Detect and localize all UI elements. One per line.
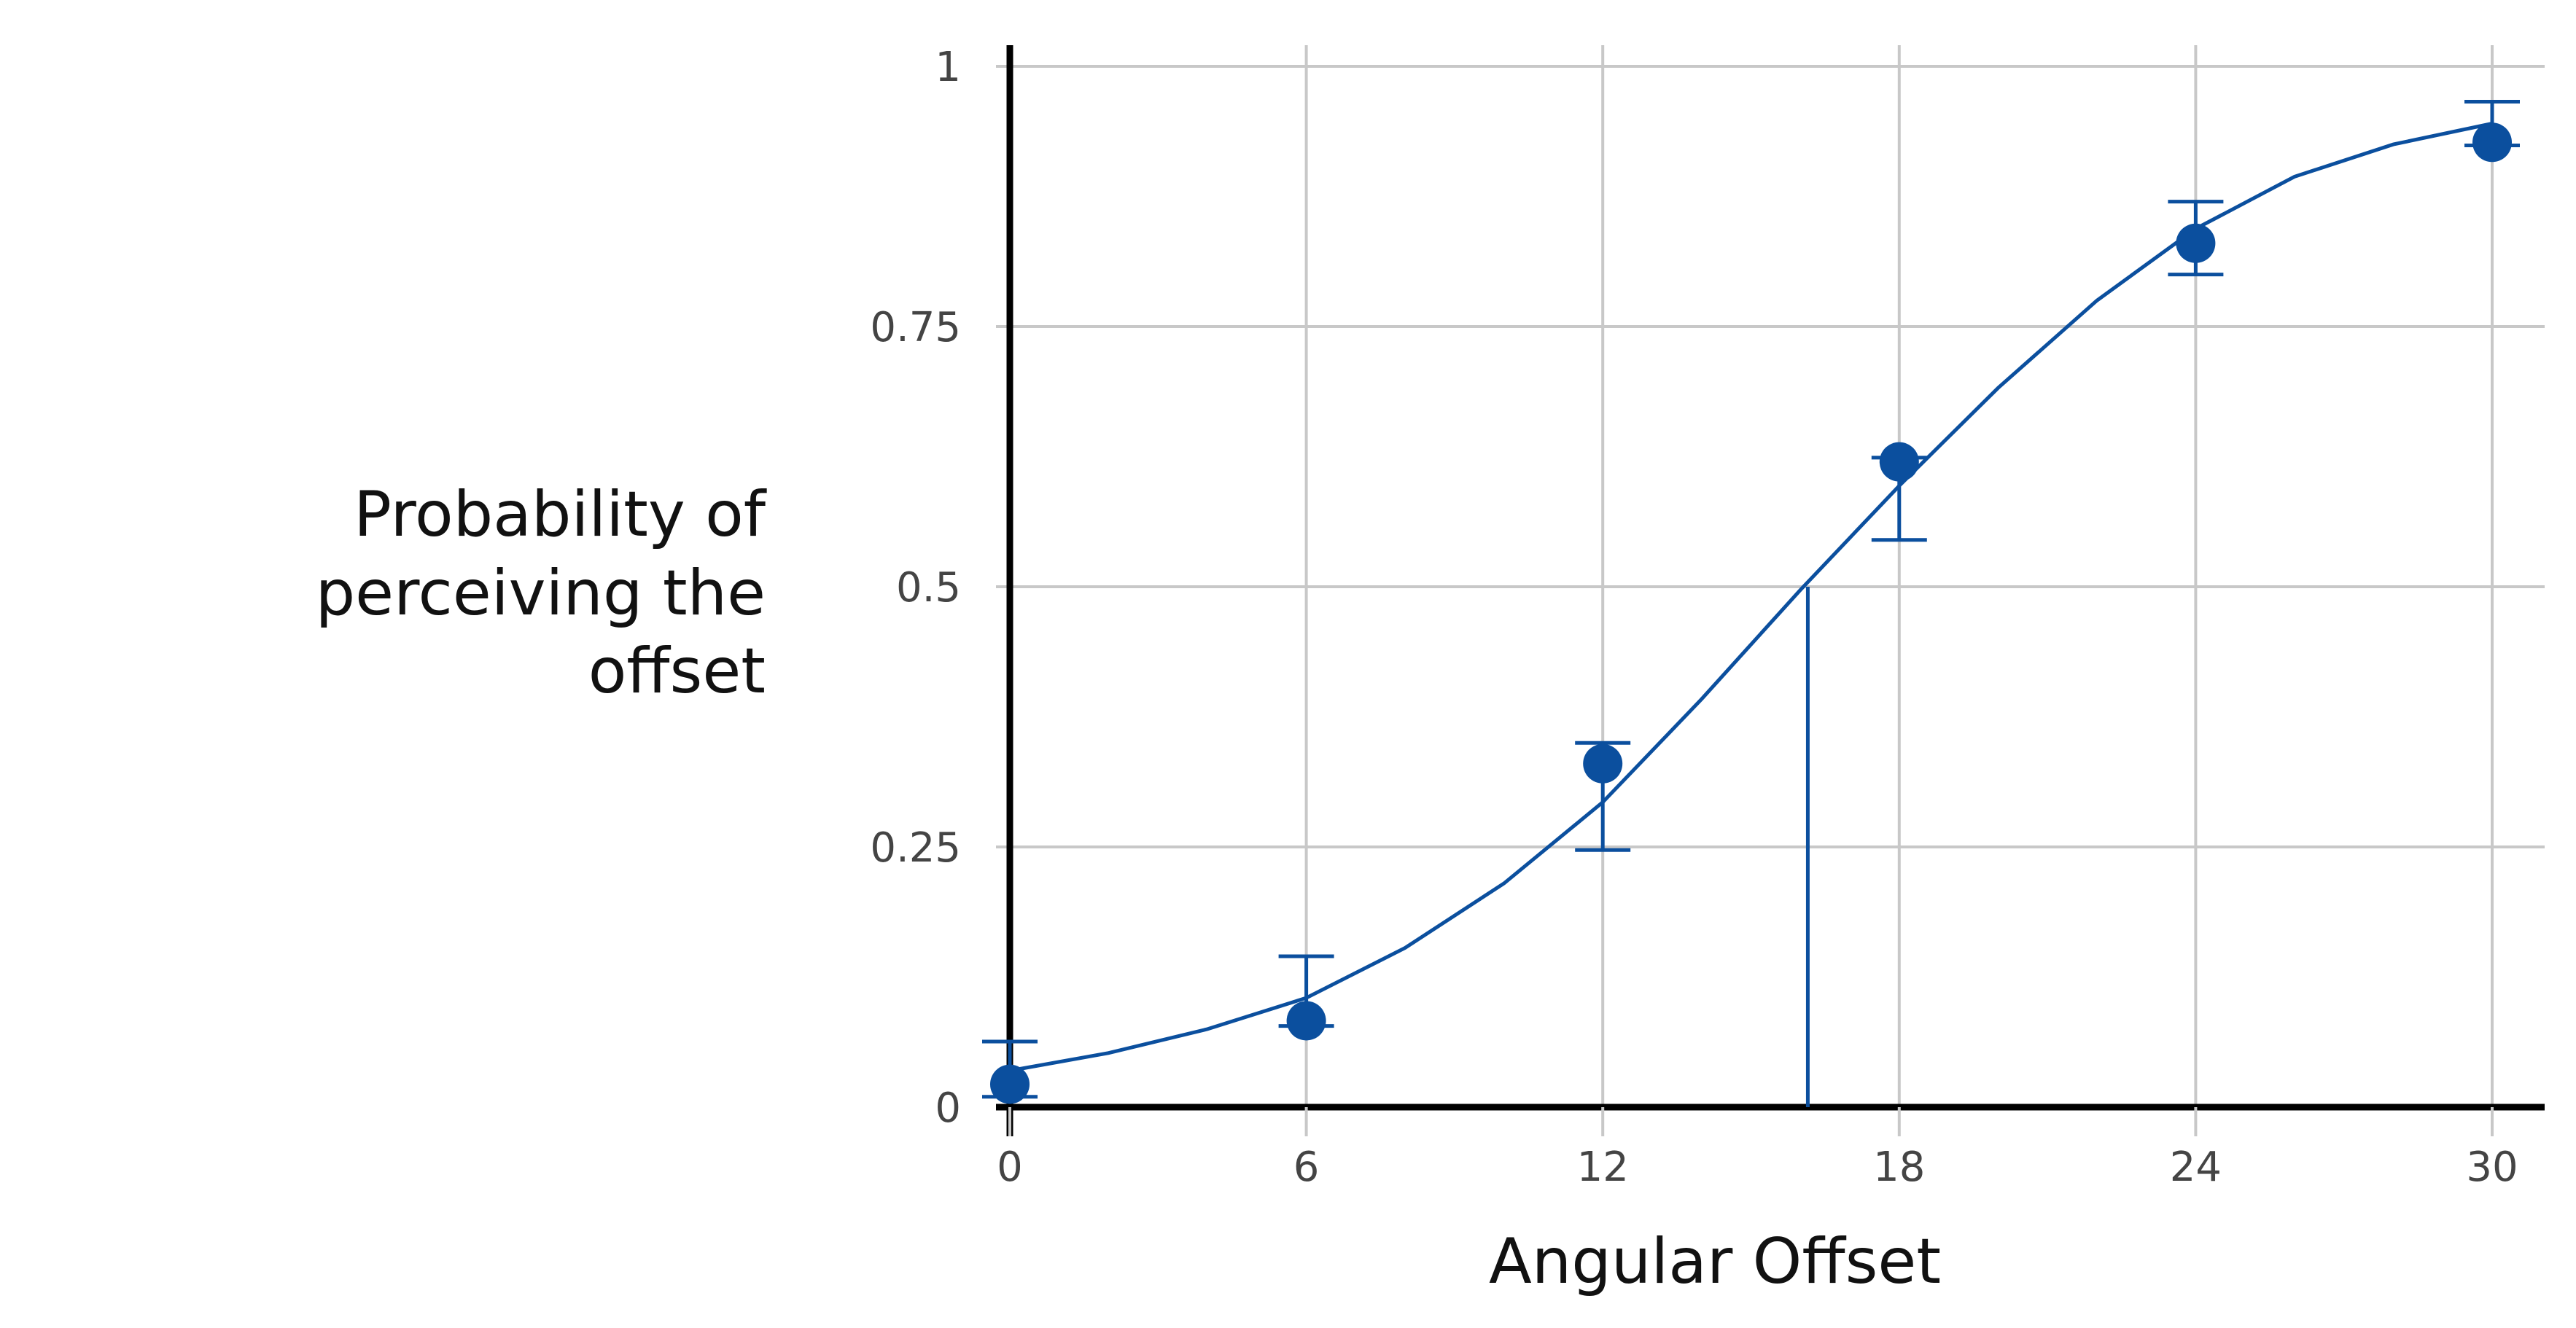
y-tick-label: 1 [935, 44, 961, 91]
data-point [1879, 442, 1919, 482]
data-point [1583, 743, 1623, 784]
y-axis-title-line: perceiving the [316, 557, 766, 630]
x-tick-label: 24 [2170, 1144, 2222, 1191]
data-point [1286, 1001, 1326, 1041]
y-tick-label: 0 [935, 1085, 961, 1132]
axes [996, 45, 2545, 1136]
x-tick-label: 18 [1873, 1144, 1925, 1191]
data-points-group [982, 100, 2520, 1104]
fit-curve [1009, 122, 2493, 1073]
y-tick-label: 0.25 [870, 824, 961, 872]
data-point [990, 1064, 1030, 1104]
x-tick-label: 12 [1577, 1144, 1629, 1191]
data-point [2176, 223, 2216, 263]
y-tick-label: 0.75 [870, 304, 961, 351]
x-tick-label: 0 [997, 1144, 1023, 1191]
x-axis-title: Angular Offset [1489, 1225, 1941, 1298]
x-tick-label: 6 [1293, 1144, 1320, 1191]
grid-lines [996, 45, 2545, 1107]
y-tick-label: 0.5 [896, 564, 961, 612]
fit-curve-group [1009, 122, 2493, 1107]
tick-labels: 0 0.25 0.5 0.75 1 0 6 12 18 24 30 [870, 44, 2518, 1191]
y-axis-title-line: Probability of [354, 478, 767, 551]
x-tick-label: 30 [2466, 1144, 2518, 1191]
y-axis-title-line: offset [588, 635, 766, 708]
data-point [2472, 122, 2512, 163]
